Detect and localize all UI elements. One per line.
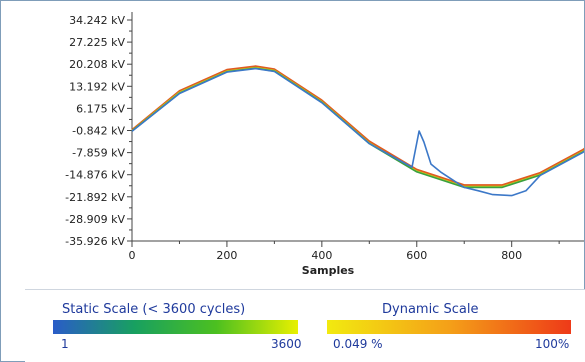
y-tick-label: -14.876 kV [65,169,125,182]
static-scale-title: Static Scale (< 3600 cycles) [62,302,246,317]
y-tick-label: 34.242 kV [69,14,125,27]
color-scale-legend: Static Scale (< 3600 cycles) 1 3600 Dyna… [25,289,585,362]
dynamic-scale-title: Dynamic Scale [382,302,479,317]
waveform-series [131,66,584,188]
y-tick-label: 6.175 kV [76,102,125,115]
y-tick-label: -7.859 kV [72,147,125,160]
y-tick-label: -28.909 kV [65,213,125,226]
x-tick-label: 400 [311,249,332,262]
plot-area: 34.242 kV 27.225 kV 20.208 kV 13.192 kV 6.17… [65,12,584,277]
y-tick-label: 27.225 kV [69,36,125,49]
static-scale-max: 3600 [271,337,302,351]
x-tick-label: 0 [129,249,136,262]
dynamic-scale-max: 100% [535,337,570,351]
waveform-series [131,67,584,197]
waveform-series [131,67,584,189]
y-tick-label: 20.208 kV [69,58,125,71]
x-tick-label: 800 [501,249,522,262]
dynamic-scale-bar [327,320,571,334]
x-tick-label: 200 [216,249,237,262]
y-tick-label: -0.842 kV [72,125,125,138]
x-axis-label: Samples [302,264,355,277]
x-tick-label: 600 [406,249,427,262]
waveform-series [131,65,584,186]
static-scale-min: 1 [61,337,69,351]
dynamic-scale-min: 0.049 % [333,337,383,351]
y-tick-label: -21.892 kV [65,191,125,204]
y-tick-label: -35.926 kV [65,235,125,248]
static-scale-bar [53,320,298,334]
y-tick-label: 13.192 kV [69,80,125,93]
